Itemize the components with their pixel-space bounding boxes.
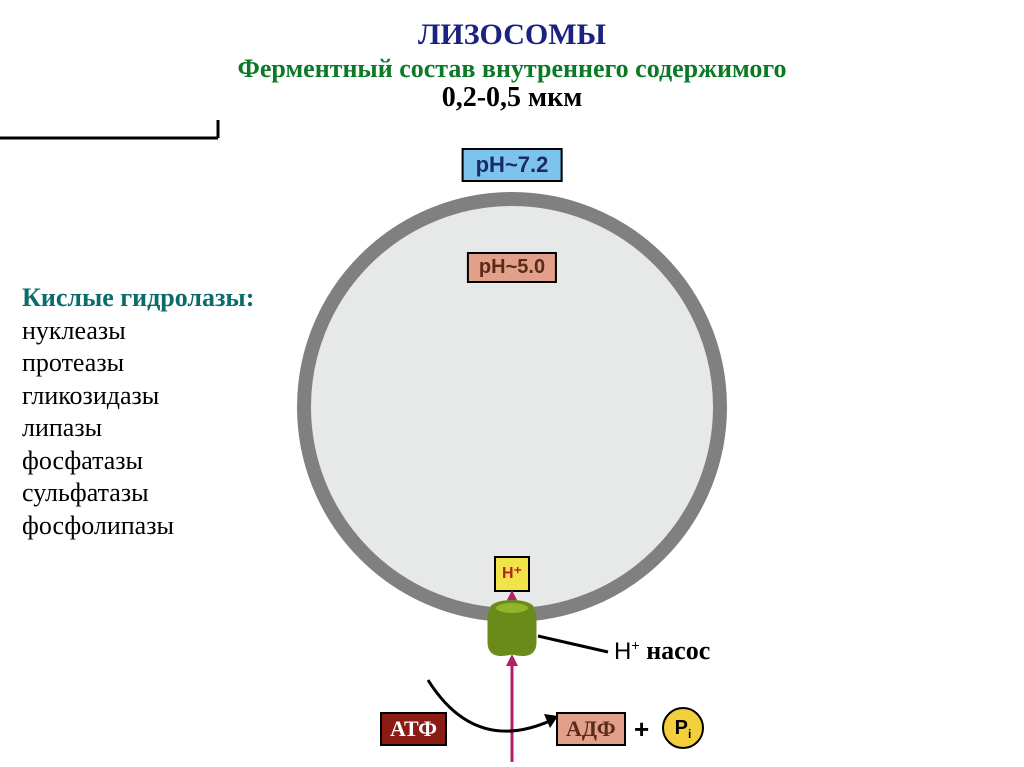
ph-outside-badge: pH~7.2 <box>462 148 563 182</box>
reaction-arrow <box>428 680 558 731</box>
enzyme-item: фосфолипазы <box>22 510 254 543</box>
plus-text: + <box>634 714 649 744</box>
pump-h-text: H <box>614 638 631 665</box>
pi-p: P <box>675 717 688 739</box>
pump-plus-text: + <box>631 637 639 653</box>
main-title: ЛИЗОСОМЫ <box>0 18 1024 52</box>
enzyme-item: сульфатазы <box>22 477 254 510</box>
atp-text: АТФ <box>390 716 437 741</box>
enzyme-item: гликозидазы <box>22 380 254 413</box>
ph-outside-text: pH~7.2 <box>476 152 549 177</box>
enzyme-list: Кислые гидролазы: нуклеазы протеазы глик… <box>22 282 254 542</box>
pump-leader-line <box>538 636 608 652</box>
enzyme-item: нуклеазы <box>22 315 254 348</box>
enzyme-item: протеазы <box>22 347 254 380</box>
enzyme-list-title: Кислые гидролазы: <box>22 282 254 315</box>
h-plus-ion: H⁺ <box>494 556 530 592</box>
subtitle-text: Ферментный состав внутреннего содержимог… <box>238 54 787 83</box>
ph-inside-text: pH~5.0 <box>479 256 545 278</box>
size-label-text: 0,2-0,5 мкм <box>442 82 583 113</box>
pump-nasos-text: насос <box>646 636 710 665</box>
plus-sign: + <box>634 714 649 745</box>
adp-badge: АДФ <box>556 712 626 746</box>
size-label: 0,2-0,5 мкм <box>0 82 1024 114</box>
atp-badge: АТФ <box>380 712 447 746</box>
enzyme-item: липазы <box>22 412 254 445</box>
h-plus-arrow-long <box>506 654 518 762</box>
h-plus-text: H⁺ <box>502 565 522 582</box>
ph-inside-badge: pH~5.0 <box>467 252 557 283</box>
adp-text: АДФ <box>566 716 616 741</box>
title-text: ЛИЗОСОМЫ <box>418 18 606 51</box>
pi-i: i <box>688 727 691 741</box>
pump-label: H+ насос <box>614 636 710 666</box>
subtitle: Ферментный состав внутреннего содержимог… <box>0 54 1024 84</box>
enzyme-item: фосфатазы <box>22 445 254 478</box>
pi-badge: Pi <box>662 707 704 749</box>
